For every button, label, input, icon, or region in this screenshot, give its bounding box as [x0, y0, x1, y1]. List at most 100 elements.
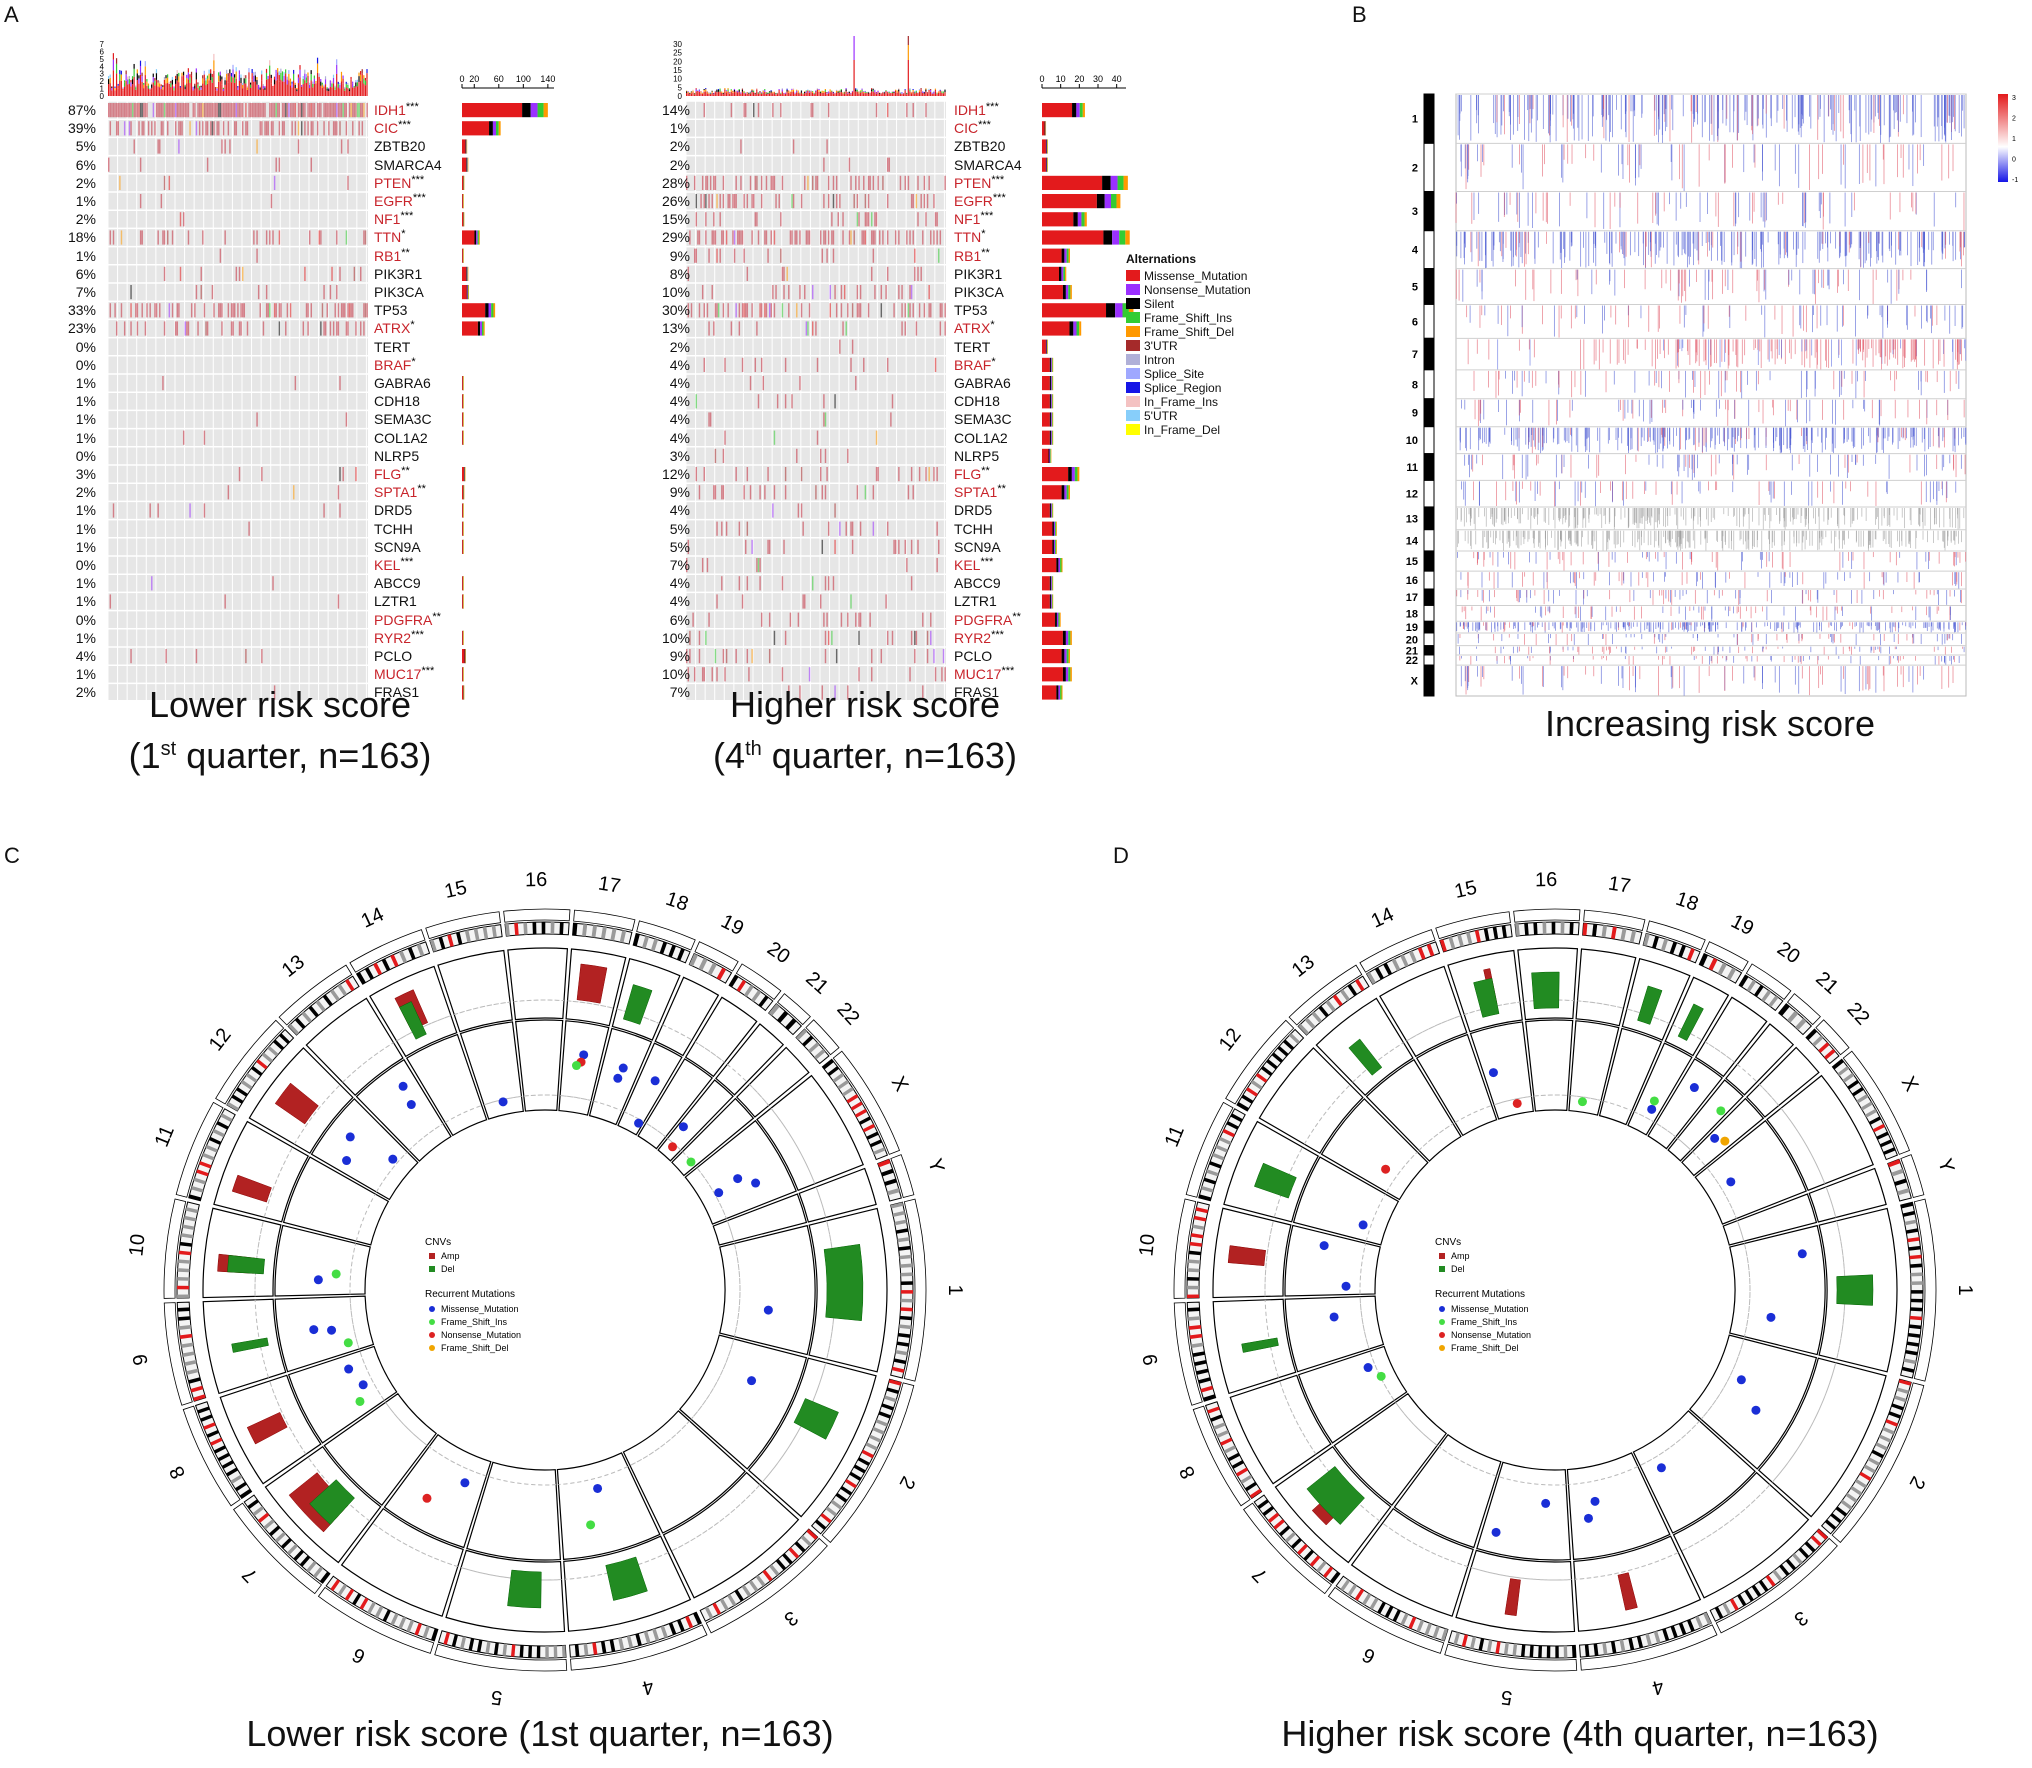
tmb-bar: [173, 87, 175, 91]
tmb-bar: [162, 85, 164, 87]
tmb-bar: [361, 69, 363, 74]
significance-stars: **: [401, 465, 410, 477]
mutation-cell: [159, 139, 161, 154]
tmb-bar: [253, 75, 255, 82]
tmb-bar: [299, 69, 301, 78]
tmb-bar: [308, 88, 311, 96]
mutation-cell: [821, 685, 824, 700]
mutation-cell: [944, 175, 946, 190]
mutation-cell: [117, 103, 120, 118]
tmb-bar: [942, 92, 945, 94]
tmb-bar: [321, 88, 323, 96]
tmb-bar: [178, 72, 180, 77]
gene-percent: 4%: [669, 411, 690, 428]
tmb-bar: [767, 93, 769, 94]
mutation-cell: [294, 121, 297, 136]
tmb-bar: [206, 78, 209, 84]
mutation-cell: [270, 103, 273, 118]
tmb-bar: [344, 88, 346, 91]
gene-row: 1% CDH18: [0, 392, 554, 410]
tmb-bar: [810, 90, 812, 92]
chromosome-label: 5: [1412, 282, 1418, 294]
mutation-cell: [757, 230, 760, 245]
gene-row: 1% CIC ***: [640, 119, 1126, 137]
tmb-bar: [863, 91, 865, 93]
tmb-bar: [125, 70, 127, 75]
mutation-cell: [301, 103, 303, 118]
gene-bar-segment: [1042, 321, 1070, 336]
tmb-bar: [748, 93, 750, 96]
gene-bar-segment: [462, 376, 463, 391]
tmb-bar: [808, 90, 811, 92]
mutation-cell: [253, 103, 255, 118]
tmb-bar: [168, 83, 170, 88]
mutation-cell: [171, 103, 174, 118]
tmb-bar: [246, 85, 248, 88]
mutation-cell: [823, 394, 825, 409]
tmb-bar: [347, 88, 349, 96]
significance-stars: ***: [421, 665, 435, 678]
tmb-bar: [135, 87, 137, 90]
gene-bar-segment: [1068, 649, 1070, 664]
tmb-bar: [829, 92, 831, 96]
gene-bar-segment: [1042, 521, 1053, 536]
tmb-bar: [827, 92, 830, 94]
gene-bar-segment: [1045, 339, 1047, 354]
tmb-bar: [894, 90, 897, 93]
gene-name: TP53: [954, 302, 988, 319]
gene-name: FRAS1: [954, 684, 1000, 701]
mutation-cell: [858, 630, 860, 645]
tmb-bar: [816, 88, 818, 90]
mutation-cell: [733, 230, 736, 245]
tmb-bar: [799, 94, 801, 96]
chromosome-label: 2: [1412, 162, 1418, 174]
mutation-cell: [218, 303, 220, 318]
mutation-cell: [130, 303, 132, 318]
mutation-cell: [355, 467, 357, 482]
tmb-bar: [856, 91, 858, 96]
tmb-bar: [356, 86, 359, 96]
gene-bar-segment: [1117, 175, 1124, 190]
tmb-bar: [205, 77, 207, 81]
gene-percent: 1%: [75, 247, 96, 264]
tmb-bar: [845, 89, 847, 92]
gene-bar-segment: [463, 376, 464, 391]
tmb-bar: [200, 89, 202, 96]
gene-row: 1% ABCC9: [0, 574, 554, 592]
mutation-cell: [178, 303, 180, 318]
tmb-bar: [203, 74, 205, 81]
gene-percent: 8%: [669, 265, 690, 282]
mutation-cell: [112, 230, 115, 245]
gene-row: 5% ZBTB20: [0, 137, 554, 155]
tmb-bar: [705, 91, 707, 96]
mutation-cell: [827, 175, 830, 190]
mutation-cell: [858, 175, 860, 190]
mutation-cell: [856, 485, 859, 500]
tmb-bar: [827, 91, 830, 93]
tmb-bar: [693, 93, 696, 95]
tmb-bar: [160, 89, 162, 96]
mutation-cell: [780, 212, 782, 227]
tmb-bar: [195, 68, 197, 73]
tmb-bar: [725, 90, 728, 92]
tmb-bar: [293, 69, 295, 74]
tmb-bar: [890, 92, 892, 94]
gene-bar-segment: [1047, 139, 1048, 154]
tmb-bar: [133, 68, 135, 77]
tmb-bar: [192, 86, 194, 89]
gene-row: 2% SPTA1 **: [0, 483, 554, 501]
tmb-bar: [703, 90, 705, 92]
mutation-cell: [912, 485, 914, 500]
gene-row: 10% PIK3CA: [640, 283, 1126, 301]
legend-swatch: [1126, 326, 1140, 337]
tmb-bar: [850, 94, 852, 96]
mutation-cell: [904, 539, 906, 554]
mutation-cell: [928, 175, 930, 190]
tmb-bar: [143, 82, 145, 85]
tmb-bar: [781, 88, 783, 90]
mutation-cell: [364, 303, 367, 318]
gene-name: CIC ***: [374, 119, 411, 137]
mutation-cell: [939, 303, 942, 318]
tmb-bar: [216, 88, 218, 91]
gene-bar-segment: [1052, 394, 1054, 409]
